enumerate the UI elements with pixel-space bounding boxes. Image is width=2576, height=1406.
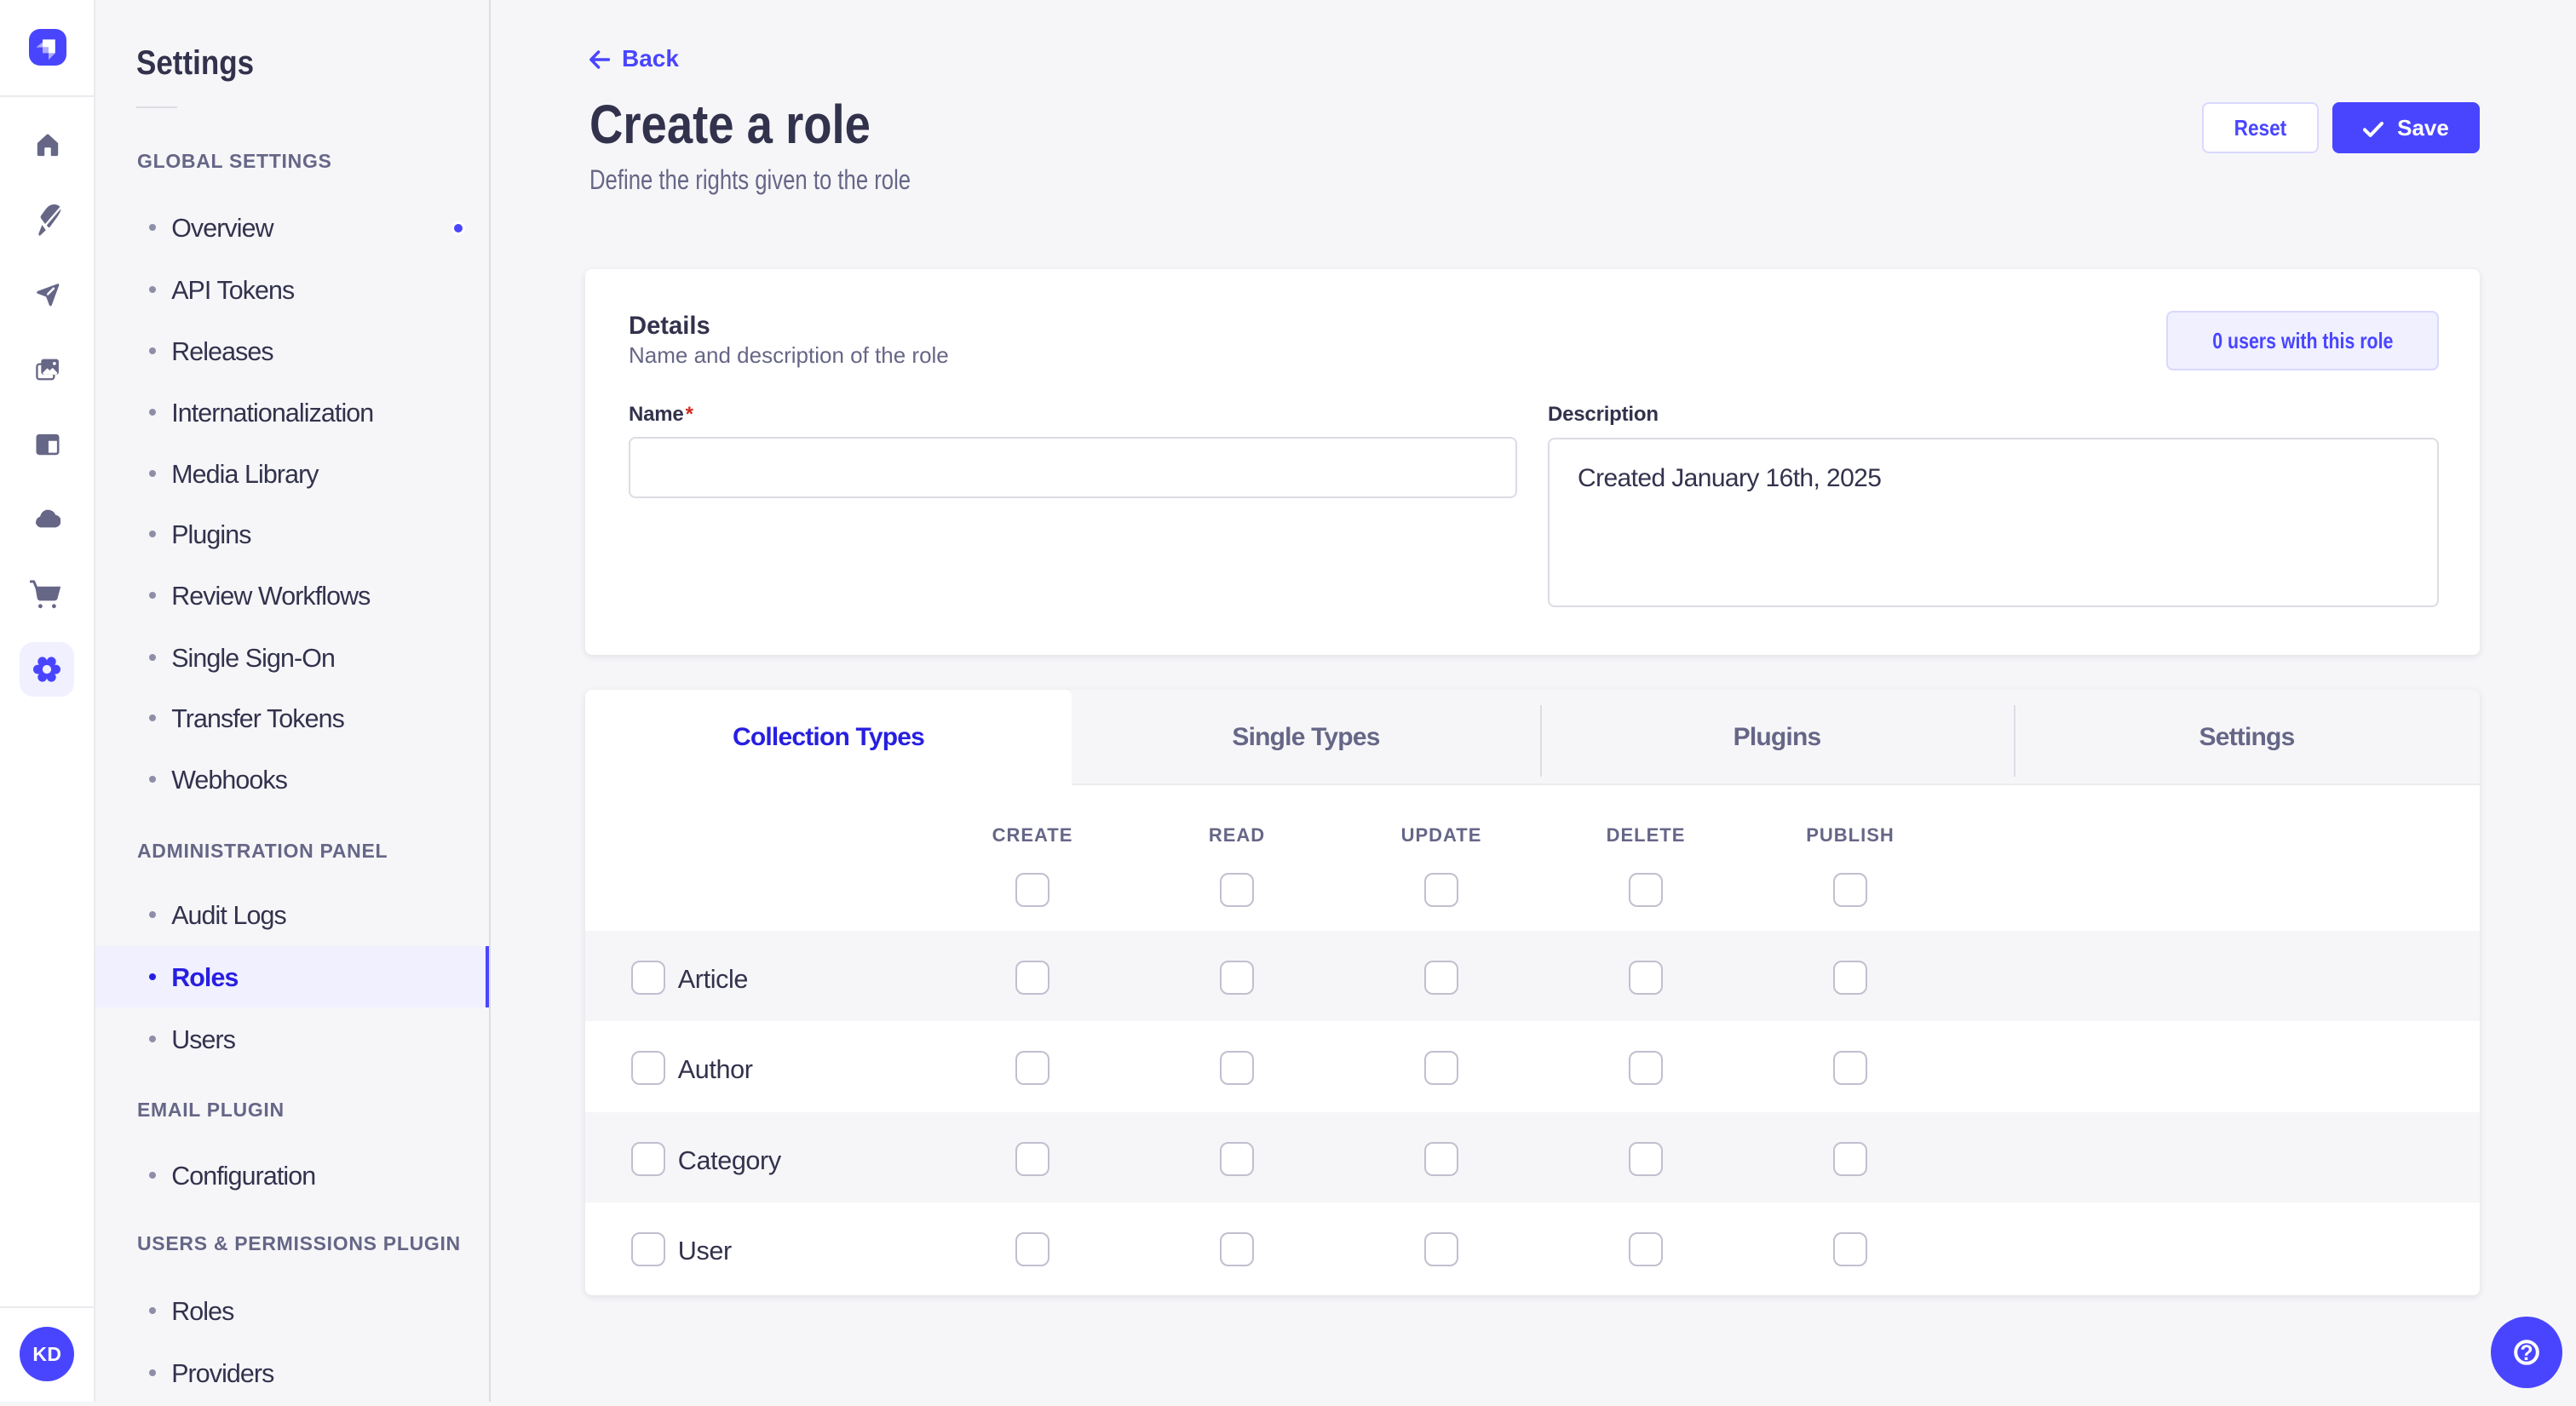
svg-text:?: ? — [2521, 1341, 2533, 1365]
